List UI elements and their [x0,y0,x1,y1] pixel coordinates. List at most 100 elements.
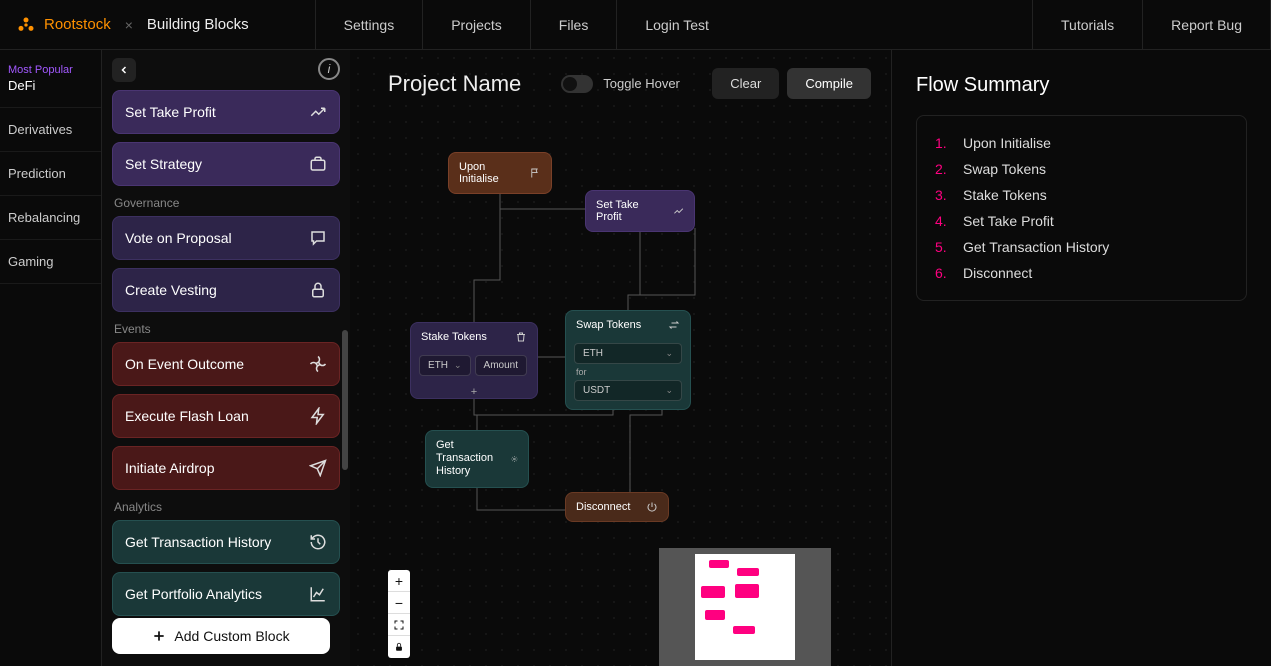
block-label: Set Strategy [125,156,202,172]
node-label: Set Take Profit [596,199,663,223]
category-defi[interactable]: Most Popular DeFi [0,50,101,108]
node-label: Swap Tokens [576,319,641,331]
stake-token-select[interactable]: ETH⌄ [419,355,471,376]
category-sidebar: Most Popular DeFi Derivatives Prediction… [0,50,102,666]
zap-icon [309,407,327,425]
scrollbar-thumb[interactable] [342,330,348,470]
brand-logo-icon [16,15,36,35]
nav-tutorials[interactable]: Tutorials [1032,0,1142,49]
plus-icon [152,629,166,643]
node-get-transaction-history[interactable]: Get Transaction History [425,430,529,488]
summary-item: 1. Upon Initialise [935,130,1228,156]
power-icon [646,501,658,513]
category-popular-label: Most Popular [8,64,93,76]
block-initiate-airdrop[interactable]: Initiate Airdrop [112,446,340,490]
summary-item: 6. Disconnect [935,260,1228,286]
minimap[interactable] [659,548,831,666]
summary-item: 3. Stake Tokens [935,182,1228,208]
blocks-scroll[interactable]: Set Take Profit Set Strategy Governance … [112,60,340,656]
blocks-panel: i Set Take Profit Set Strategy Governanc… [102,50,350,666]
add-custom-block-button[interactable]: Add Custom Block [112,618,330,654]
block-label: Vote on Proposal [125,230,232,246]
add-custom-label: Add Custom Block [174,628,289,644]
summary-text: Upon Initialise [963,135,1051,151]
minimap-node [701,586,725,598]
summary-list: 1.Upon Initialise2.Swap Tokens3.Stake To… [916,115,1247,301]
compile-button[interactable]: Compile [787,68,871,99]
block-execute-flash-loan[interactable]: Execute Flash Loan [112,394,340,438]
summary-text: Swap Tokens [963,161,1046,177]
block-create-vesting[interactable]: Create Vesting [112,268,340,312]
trend-icon [673,205,684,217]
nav-report-bug[interactable]: Report Bug [1142,0,1271,49]
summary-text: Disconnect [963,265,1032,281]
node-label: Get Transaction History [436,439,501,479]
block-label: Execute Flash Loan [125,408,249,424]
summary-number: 6. [935,265,953,281]
lock-icon [309,281,327,299]
category-prediction[interactable]: Prediction [0,152,101,196]
zoom-controls: + − [388,570,410,658]
category-derivatives[interactable]: Derivatives [0,108,101,152]
minimap-viewport [695,554,795,660]
swap-for-label: for [576,367,682,377]
group-label-analytics: Analytics [114,500,340,514]
swap-from-select[interactable]: ETH⌄ [574,343,682,364]
zoom-in-button[interactable]: + [388,570,410,592]
summary-number: 1. [935,135,953,151]
swap-icon [668,319,680,331]
swap-to-select[interactable]: USDT⌄ [574,380,682,401]
summary-text: Stake Tokens [963,187,1047,203]
zoom-fit-button[interactable] [388,614,410,636]
block-on-event-outcome[interactable]: On Event Outcome [112,342,340,386]
clear-button[interactable]: Clear [712,68,779,99]
block-set-take-profit[interactable]: Set Take Profit [112,90,340,134]
brand-separator: × [119,17,139,33]
summary-number: 3. [935,187,953,203]
briefcase-icon [309,155,327,173]
trend-icon [309,103,327,121]
block-get-portfolio-analytics[interactable]: Get Portfolio Analytics [112,572,340,616]
block-label: Get Transaction History [125,534,271,550]
back-button[interactable] [112,58,136,82]
chevron-left-icon [118,64,130,76]
block-label: Initiate Airdrop [125,460,215,476]
node-set-take-profit[interactable]: Set Take Profit [585,190,695,232]
node-stake-tokens[interactable]: Stake Tokens ETH⌄ Amount + [410,322,538,399]
minimap-node [709,560,729,568]
zoom-lock-button[interactable] [388,636,410,658]
block-label: Get Portfolio Analytics [125,586,262,602]
nav-login-test[interactable]: Login Test [616,0,737,49]
node-disconnect[interactable]: Disconnect [565,492,669,522]
block-get-transaction-history[interactable]: Get Transaction History [112,520,340,564]
block-set-strategy[interactable]: Set Strategy [112,142,340,186]
nav-settings[interactable]: Settings [315,0,423,49]
nav-projects[interactable]: Projects [422,0,530,49]
node-label: Stake Tokens [421,331,487,343]
zoom-out-button[interactable]: − [388,592,410,614]
chart-icon [309,585,327,603]
fan-icon [309,355,327,373]
stake-amount-input[interactable]: Amount [475,355,527,376]
project-title: Project Name [388,71,521,97]
canvas-header: Project Name Toggle Hover Clear Compile [388,68,871,99]
summary-number: 4. [935,213,953,229]
minimap-node [733,626,755,634]
canvas[interactable]: Project Name Toggle Hover Clear Compile … [350,50,891,666]
add-row-button[interactable]: + [411,386,537,398]
category-gaming[interactable]: Gaming [0,240,101,284]
block-label: On Event Outcome [125,356,244,372]
summary-item: 5.Get Transaction History [935,234,1228,260]
block-label: Set Take Profit [125,104,216,120]
info-button[interactable]: i [318,58,340,80]
node-upon-initialise[interactable]: Upon Initialise [448,152,552,194]
lock-icon [394,642,404,652]
category-rebalancing[interactable]: Rebalancing [0,196,101,240]
toggle-hover-switch[interactable] [561,75,593,93]
block-vote-proposal[interactable]: Vote on Proposal [112,216,340,260]
history-icon [309,533,327,551]
nav-files[interactable]: Files [530,0,617,49]
gear-icon [511,453,518,465]
node-swap-tokens[interactable]: Swap Tokens ETH⌄ for USDT⌄ [565,310,691,410]
expand-icon [393,619,405,631]
